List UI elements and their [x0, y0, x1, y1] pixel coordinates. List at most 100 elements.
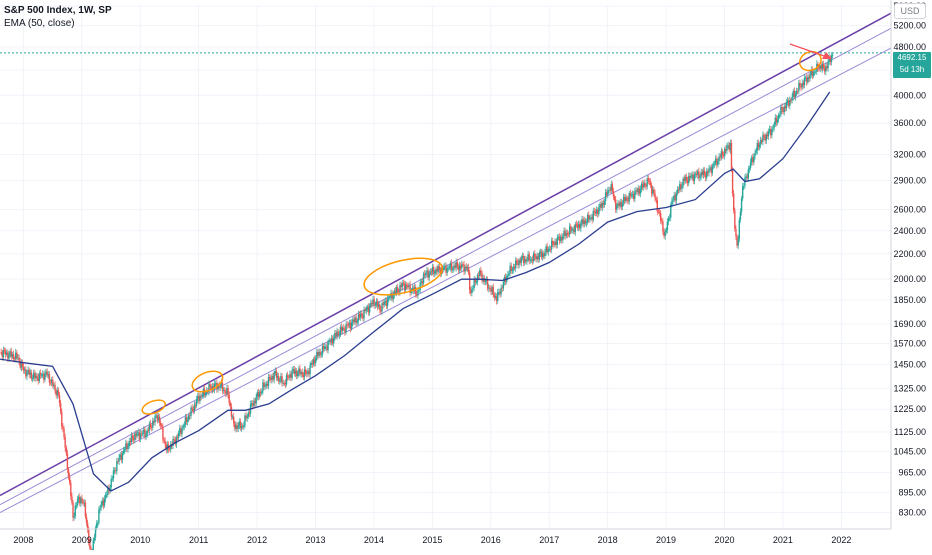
candle-body: [702, 170, 705, 176]
candle-body: [172, 439, 174, 446]
candle-body: [218, 385, 220, 388]
candle-body: [391, 292, 393, 300]
candle-body: [135, 433, 137, 437]
candle-body: [492, 287, 494, 295]
candle-body: [602, 202, 605, 205]
candle-body: [813, 71, 816, 73]
candle-body: [84, 502, 87, 517]
candle-body: [303, 369, 306, 377]
candle-body: [676, 189, 679, 194]
candle-body: [467, 267, 470, 273]
candle-body: [7, 352, 9, 359]
candle-body: [479, 270, 481, 276]
candle-body: [528, 254, 530, 261]
candle-body: [574, 224, 576, 233]
candle-body: [550, 240, 553, 250]
candle-body: [782, 109, 784, 112]
candle-body: [722, 155, 725, 157]
y-tick-label: 4800.00: [893, 42, 926, 52]
candle-body: [44, 373, 46, 380]
candle-body: [673, 195, 675, 199]
candle-body: [500, 287, 502, 295]
candle-body: [385, 300, 388, 307]
candle-body: [667, 218, 670, 222]
candle-body: [275, 370, 278, 378]
candle-body: [686, 179, 689, 184]
candle-body: [294, 370, 297, 374]
x-tick-label: 2016: [481, 535, 501, 545]
candle-body: [334, 333, 336, 338]
candle-body: [133, 438, 135, 441]
candle-body: [246, 416, 248, 419]
candle-body: [235, 425, 237, 429]
candle-body: [192, 408, 194, 412]
candle-body: [732, 193, 735, 211]
candle-body: [6, 352, 8, 355]
candle-body: [802, 82, 805, 86]
candle-body: [240, 425, 243, 429]
candle-body: [282, 382, 284, 384]
x-tick-label: 2021: [773, 535, 793, 545]
candle-body: [368, 305, 371, 313]
candle-body: [430, 271, 433, 273]
y-tick-label: 1125.00: [894, 427, 926, 437]
candle-body: [688, 175, 690, 184]
candle-body: [498, 291, 500, 293]
currency-button[interactable]: USD: [894, 3, 926, 19]
candle-body: [200, 396, 202, 398]
candle-body: [820, 65, 823, 69]
candle-body: [62, 426, 64, 429]
candle-body: [289, 374, 291, 378]
candle-body: [253, 400, 255, 406]
candle-body: [564, 230, 566, 237]
candle-body: [692, 174, 694, 182]
candle-body: [35, 375, 37, 379]
candle-body: [217, 385, 219, 390]
candle-body: [165, 444, 167, 451]
candle-body: [100, 504, 102, 508]
candle-body: [639, 189, 642, 194]
candle-body: [449, 262, 452, 268]
candle-body: [158, 416, 161, 423]
candle-body: [789, 99, 791, 106]
candle-body: [470, 290, 472, 294]
candle-body: [553, 244, 555, 245]
candle-body: [310, 362, 312, 366]
candle-body: [57, 390, 60, 396]
candle-body: [276, 375, 279, 378]
candle-body: [620, 202, 623, 207]
candle-body: [517, 262, 519, 266]
candle-body: [824, 67, 826, 72]
candle-body: [17, 357, 19, 359]
candle-body: [747, 169, 750, 179]
candle-body: [480, 270, 482, 274]
candle-body: [64, 437, 66, 448]
candle-body: [656, 200, 658, 212]
x-axis-ticks: 2008 2009 2010 2011 2012 2013 2014 2015 2016 2017…: [13, 535, 851, 545]
candle-body: [418, 289, 420, 291]
candle-body: [8, 354, 10, 359]
candle-body: [198, 395, 200, 401]
y-axis-ticks: 5600.005200.004800.004400.004000.003600.…: [893, 1, 926, 518]
candle-body: [389, 297, 391, 298]
candle-body: [671, 200, 673, 205]
candle-body: [71, 496, 73, 503]
legend-indicator: EMA (50, close): [4, 18, 75, 29]
candle-body: [47, 374, 50, 376]
candle-body: [765, 134, 767, 141]
candle-body: [464, 266, 466, 272]
candle-body: [140, 433, 143, 435]
candle-body: [347, 325, 350, 326]
candle-body: [39, 372, 42, 376]
candle-body: [793, 91, 796, 97]
candle-body: [180, 428, 182, 434]
candle-body: [338, 334, 341, 336]
candle-body: [112, 470, 115, 479]
candle-body: [501, 287, 503, 289]
candle-body: [664, 231, 666, 237]
candle-body: [800, 86, 802, 88]
candle-body: [81, 498, 83, 502]
candle-body: [298, 368, 300, 374]
candle-body: [488, 287, 490, 289]
